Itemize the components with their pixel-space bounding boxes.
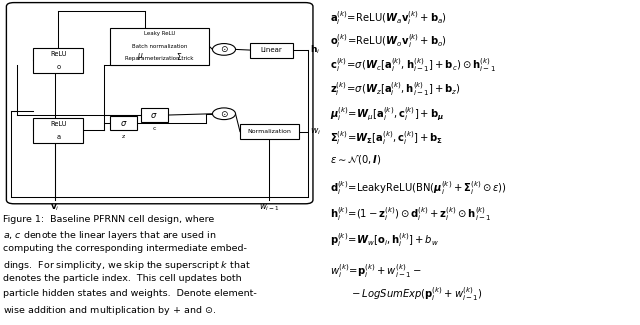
Circle shape — [212, 44, 236, 55]
Text: $a$, $c$ denote the linear layers that are used in: $a$, $c$ denote the linear layers that a… — [3, 229, 216, 242]
Text: $\odot$: $\odot$ — [220, 109, 228, 119]
Text: $\mathbf{v}_i$: $\mathbf{v}_i$ — [50, 202, 60, 213]
Circle shape — [212, 108, 236, 120]
Bar — [250, 43, 293, 58]
Text: $\sigma$: $\sigma$ — [150, 111, 158, 120]
Bar — [33, 118, 83, 143]
Text: $\mathbf{h}_i$: $\mathbf{h}_i$ — [310, 44, 320, 56]
Text: $\mathbf{p}_i^{(k)}\!=\!\boldsymbol{W}_w[\mathbf{o}_i, \mathbf{h}_i^{(k)}] + b_w: $\mathbf{p}_i^{(k)}\!=\!\boldsymbol{W}_w… — [330, 232, 438, 249]
Bar — [33, 48, 83, 73]
Text: o: o — [56, 64, 60, 70]
Text: c: c — [152, 126, 156, 131]
Text: $\mathbf{a}_i^{(k)}\!=\!\mathrm{ReLU}(\boldsymbol{W}_a\mathbf{v}_i^{(k)} + \math: $\mathbf{a}_i^{(k)}\!=\!\mathrm{ReLU}(\b… — [330, 9, 447, 27]
Text: $\mathbf{z}_i^{(k)}\!=\!\sigma(\boldsymbol{W}_z[\mathbf{a}_i^{(k)}, \mathbf{h}_{: $\mathbf{z}_i^{(k)}\!=\!\sigma(\boldsymb… — [330, 81, 460, 98]
Text: z: z — [122, 134, 125, 139]
Text: $\mathbf{h}_i^{(k)}\!=\!(1 - \mathbf{z}_i^{(k)}) \odot \mathbf{d}_i^{(k)} + \mat: $\mathbf{h}_i^{(k)}\!=\!(1 - \mathbf{z}_… — [330, 206, 491, 223]
Text: ReLU: ReLU — [50, 121, 67, 127]
Text: $\quad\quad - LogSumExp(\mathbf{p}_i^{(k)} + w_{i-1}^{(k)})$: $\quad\quad - LogSumExp(\mathbf{p}_i^{(k… — [330, 285, 482, 303]
Bar — [110, 28, 209, 65]
Text: particle hidden states and weights.  Denote element-: particle hidden states and weights. Deno… — [3, 289, 257, 298]
Text: a: a — [56, 134, 60, 140]
Text: $\epsilon \sim \mathcal{N}(0, \boldsymbol{I})$: $\epsilon \sim \mathcal{N}(0, \boldsymbo… — [330, 153, 381, 166]
Text: dings.  For simplicity, we skip the superscript $k$ that: dings. For simplicity, we skip the super… — [3, 259, 251, 272]
Text: ReLU: ReLU — [50, 51, 67, 57]
Text: $\mathbf{c}_i^{(k)}\!=\!\sigma(\boldsymbol{W}_c[\mathbf{a}_i^{(k)}, \mathbf{h}_{: $\mathbf{c}_i^{(k)}\!=\!\sigma(\boldsymb… — [330, 56, 495, 74]
Text: computing the corresponding intermediate embed-: computing the corresponding intermediate… — [3, 244, 247, 254]
Text: Leaky ReLU: Leaky ReLU — [144, 31, 175, 36]
Text: wise addition and multiplication by $+$ and $\odot$.: wise addition and multiplication by $+$ … — [3, 304, 216, 317]
Text: Linear: Linear — [260, 47, 282, 53]
Text: $\mathbf{d}_i^{(k)}\!=\!\mathrm{LeakyReLU}(\mathrm{BN}(\boldsymbol{\mu}_i^{(k)} : $\mathbf{d}_i^{(k)}\!=\!\mathrm{LeakyReL… — [330, 180, 506, 197]
FancyBboxPatch shape — [6, 3, 313, 204]
Text: $\boldsymbol{\Sigma}_i^{(k)}\!=\!\boldsymbol{W}_{\boldsymbol{\Sigma}}[\mathbf{a}: $\boldsymbol{\Sigma}_i^{(k)}\!=\!\boldsy… — [330, 129, 443, 147]
Bar — [240, 124, 299, 139]
Text: $\boldsymbol{\mu}_i^{(k)}\!=\!\boldsymbol{W}_{\mu}[\mathbf{a}_i^{(k)}, \mathbf{c: $\boldsymbol{\mu}_i^{(k)}\!=\!\boldsymbo… — [330, 105, 444, 123]
Text: $\mathbf{o}_i^{(k)}\!=\!\mathrm{ReLU}(\boldsymbol{W}_o\mathbf{v}_i^{(k)} + \math: $\mathbf{o}_i^{(k)}\!=\!\mathrm{ReLU}(\b… — [330, 32, 447, 49]
Text: Batch normalization: Batch normalization — [132, 44, 188, 49]
Text: $w_i$: $w_i$ — [310, 126, 321, 137]
Bar — [110, 116, 137, 130]
Text: $\sigma$: $\sigma$ — [120, 119, 127, 128]
Text: $\Sigma$: $\Sigma$ — [177, 51, 182, 62]
Text: $\mu$: $\mu$ — [136, 51, 143, 62]
Text: $w_{i-1}$: $w_{i-1}$ — [259, 202, 280, 213]
Text: $w_i^{(k)}\!=\!\mathbf{p}_i^{(k)} + w_{i-1}^{(k)} -$: $w_i^{(k)}\!=\!\mathbf{p}_i^{(k)} + w_{i… — [330, 263, 421, 280]
Text: Normalization: Normalization — [248, 129, 291, 134]
Text: Figure 1:  Baseline PFRNN cell design, where: Figure 1: Baseline PFRNN cell design, wh… — [3, 214, 214, 224]
Text: Reparameterization trick: Reparameterization trick — [125, 56, 194, 61]
Text: $\odot$: $\odot$ — [220, 45, 228, 54]
Bar — [141, 108, 168, 122]
Text: denotes the particle index.  This cell updates both: denotes the particle index. This cell up… — [3, 274, 242, 283]
